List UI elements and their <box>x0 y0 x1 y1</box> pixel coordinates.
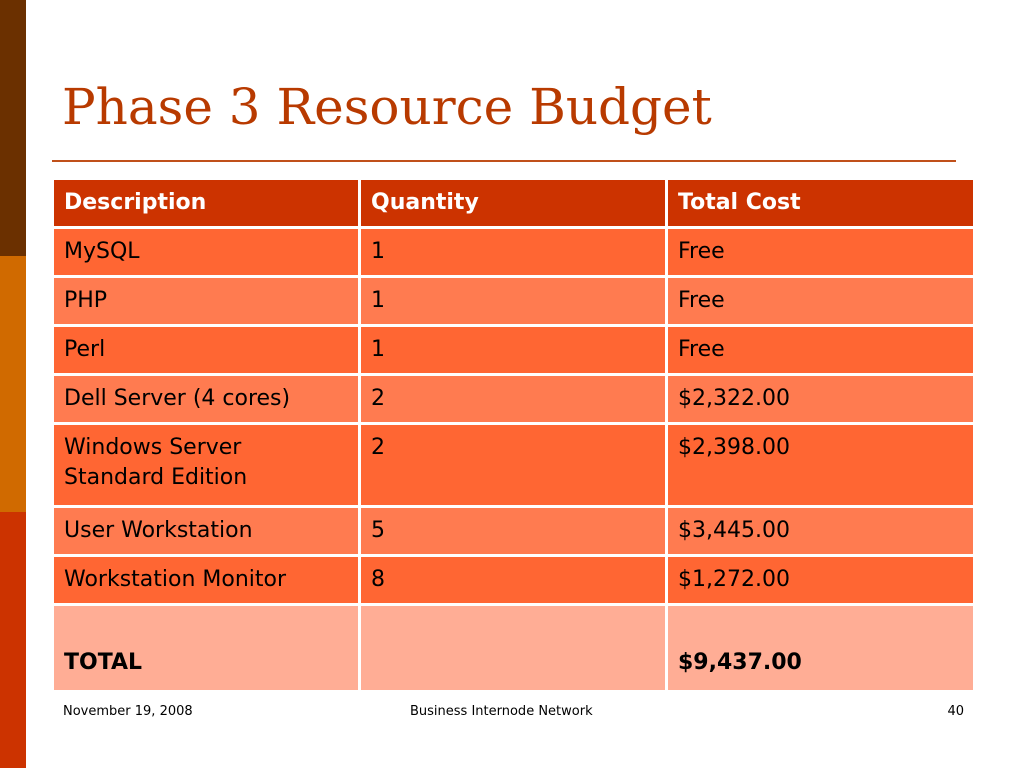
table-row: User Workstation 5 $3,445.00 <box>51 505 976 557</box>
table-row: PHP 1 Free <box>51 275 976 327</box>
slide-title: Phase 3 Resource Budget <box>62 78 712 136</box>
total-label: TOTAL <box>51 603 361 693</box>
header-quantity: Quantity <box>358 177 668 229</box>
cell-total-cost: $2,322.00 <box>665 373 976 425</box>
cell-total-cost: $2,398.00 <box>665 422 976 508</box>
cell-total-cost: Free <box>665 275 976 327</box>
cell-quantity: 5 <box>358 505 668 557</box>
footer-date: November 19, 2008 <box>63 704 193 719</box>
cell-description: Windows Server Standard Edition <box>51 422 361 508</box>
total-amount: $9,437.00 <box>665 603 976 693</box>
total-row: TOTAL $9,437.00 <box>51 603 976 693</box>
cell-quantity: 8 <box>358 554 668 606</box>
header-total-cost: Total Cost <box>665 177 976 229</box>
cell-quantity: 1 <box>358 324 668 376</box>
side-bar-middle <box>0 256 26 512</box>
cell-quantity: 1 <box>358 226 668 278</box>
page-number: 40 <box>947 704 964 719</box>
table-row: Workstation Monitor 8 $1,272.00 <box>51 554 976 606</box>
table-header-row: Description Quantity Total Cost <box>51 177 976 229</box>
side-bar-top <box>0 0 26 256</box>
table-row: Dell Server (4 cores) 2 $2,322.00 <box>51 373 976 425</box>
table-row: MySQL 1 Free <box>51 226 976 278</box>
cell-total-cost: Free <box>665 226 976 278</box>
title-divider <box>52 160 956 162</box>
side-bar-bottom <box>0 512 26 768</box>
cell-description: Dell Server (4 cores) <box>51 373 361 425</box>
cell-description: User Workstation <box>51 505 361 557</box>
table-row: Windows Server Standard Edition 2 $2,398… <box>51 422 976 508</box>
footer-title: Business Internode Network <box>410 704 593 719</box>
cell-quantity: 2 <box>358 373 668 425</box>
cell-total-cost: Free <box>665 324 976 376</box>
header-description: Description <box>51 177 361 229</box>
budget-table: Description Quantity Total Cost MySQL 1 … <box>51 177 976 693</box>
cell-quantity: 2 <box>358 422 668 508</box>
cell-total-cost: $1,272.00 <box>665 554 976 606</box>
cell-description: MySQL <box>51 226 361 278</box>
cell-total-cost: $3,445.00 <box>665 505 976 557</box>
table-row: Perl 1 Free <box>51 324 976 376</box>
cell-description: PHP <box>51 275 361 327</box>
cell-description: Workstation Monitor <box>51 554 361 606</box>
cell-quantity: 1 <box>358 275 668 327</box>
cell-description: Perl <box>51 324 361 376</box>
total-quantity <box>358 603 668 693</box>
